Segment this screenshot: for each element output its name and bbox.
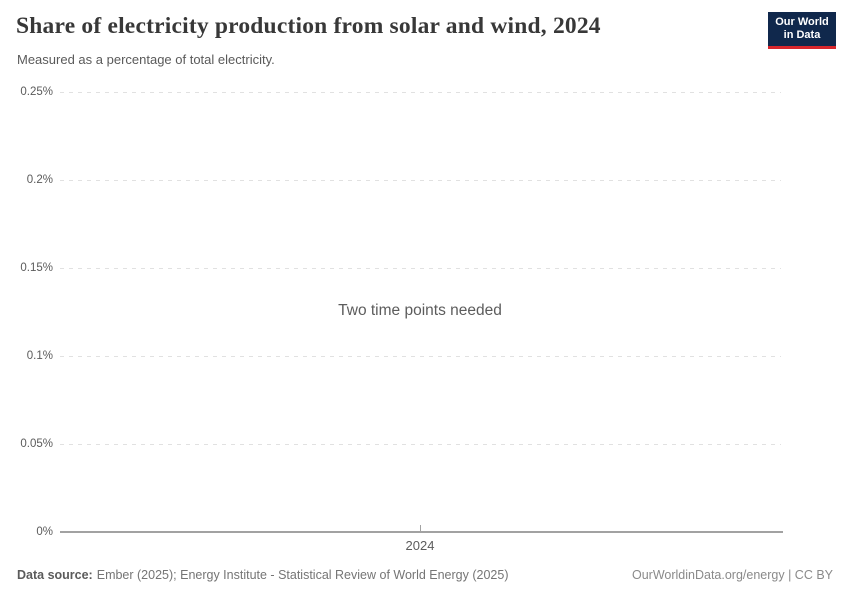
ytick-label-0.1: 0.1% [26, 350, 53, 362]
chart-subtitle: Measured as a percentage of total electr… [17, 52, 275, 67]
owid-credit-link[interactable]: OurWorldinData.org/energy | CC BY [631, 568, 833, 582]
gridline-0.25 [60, 92, 781, 93]
ytick-label-0.05: 0.05% [20, 438, 53, 450]
owid-logo[interactable]: Our World in Data [768, 12, 836, 49]
ytick-label-0: 0% [36, 526, 53, 538]
ytick-label-0.15: 0.15% [20, 262, 53, 274]
x-axis-tick [420, 525, 421, 531]
ytick-label-0.2: 0.2% [26, 174, 53, 186]
ytick-label-0.25: 0.25% [20, 86, 53, 98]
xtick-label-2024: 2024 [405, 538, 435, 553]
owid-logo-line2: in Data [783, 29, 821, 41]
owid-logo-line1: Our World [775, 16, 829, 28]
chart-title: Share of electricity production from sol… [16, 13, 601, 39]
gridline-0.1 [60, 356, 781, 357]
gridline-0.05 [60, 444, 781, 445]
data-source-label: Data source: [17, 568, 93, 582]
gridline-0.2 [60, 180, 781, 181]
empty-state-message: Two time points needed [338, 302, 502, 319]
data-source-text: Ember (2025); Energy Institute - Statist… [96, 568, 509, 582]
x-axis-line [60, 531, 783, 533]
gridline-0.15 [60, 268, 781, 269]
chart-footer: Data source: Ember (2025); Energy Institu… [17, 568, 833, 582]
data-source-note: Data source: Ember (2025); Energy Institu… [17, 568, 508, 582]
